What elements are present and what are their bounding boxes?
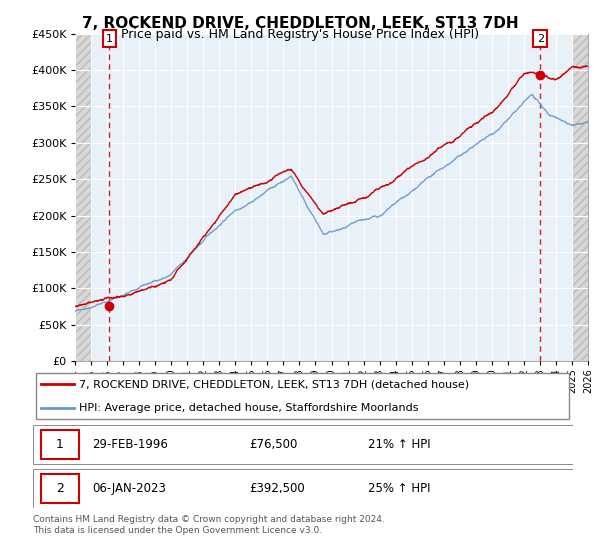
FancyBboxPatch shape: [36, 374, 569, 419]
Text: £392,500: £392,500: [249, 482, 305, 495]
Text: 7, ROCKEND DRIVE, CHEDDLETON, LEEK, ST13 7DH (detached house): 7, ROCKEND DRIVE, CHEDDLETON, LEEK, ST13…: [79, 379, 469, 389]
Text: £76,500: £76,500: [249, 438, 298, 451]
Text: 06-JAN-2023: 06-JAN-2023: [92, 482, 166, 495]
Text: Contains HM Land Registry data © Crown copyright and database right 2024.
This d: Contains HM Land Registry data © Crown c…: [33, 515, 385, 535]
Text: 1: 1: [106, 34, 113, 44]
FancyBboxPatch shape: [41, 430, 79, 459]
Text: 25% ↑ HPI: 25% ↑ HPI: [368, 482, 430, 495]
FancyBboxPatch shape: [33, 425, 573, 464]
Text: 21% ↑ HPI: 21% ↑ HPI: [368, 438, 430, 451]
Text: 1: 1: [56, 438, 64, 451]
Text: 7, ROCKEND DRIVE, CHEDDLETON, LEEK, ST13 7DH: 7, ROCKEND DRIVE, CHEDDLETON, LEEK, ST13…: [82, 16, 518, 31]
Text: HPI: Average price, detached house, Staffordshire Moorlands: HPI: Average price, detached house, Staf…: [79, 403, 418, 413]
Text: Price paid vs. HM Land Registry's House Price Index (HPI): Price paid vs. HM Land Registry's House …: [121, 28, 479, 41]
FancyBboxPatch shape: [33, 469, 573, 508]
Text: 2: 2: [536, 34, 544, 44]
Text: 2: 2: [56, 482, 64, 495]
FancyBboxPatch shape: [41, 474, 79, 503]
Text: 29-FEB-1996: 29-FEB-1996: [92, 438, 168, 451]
